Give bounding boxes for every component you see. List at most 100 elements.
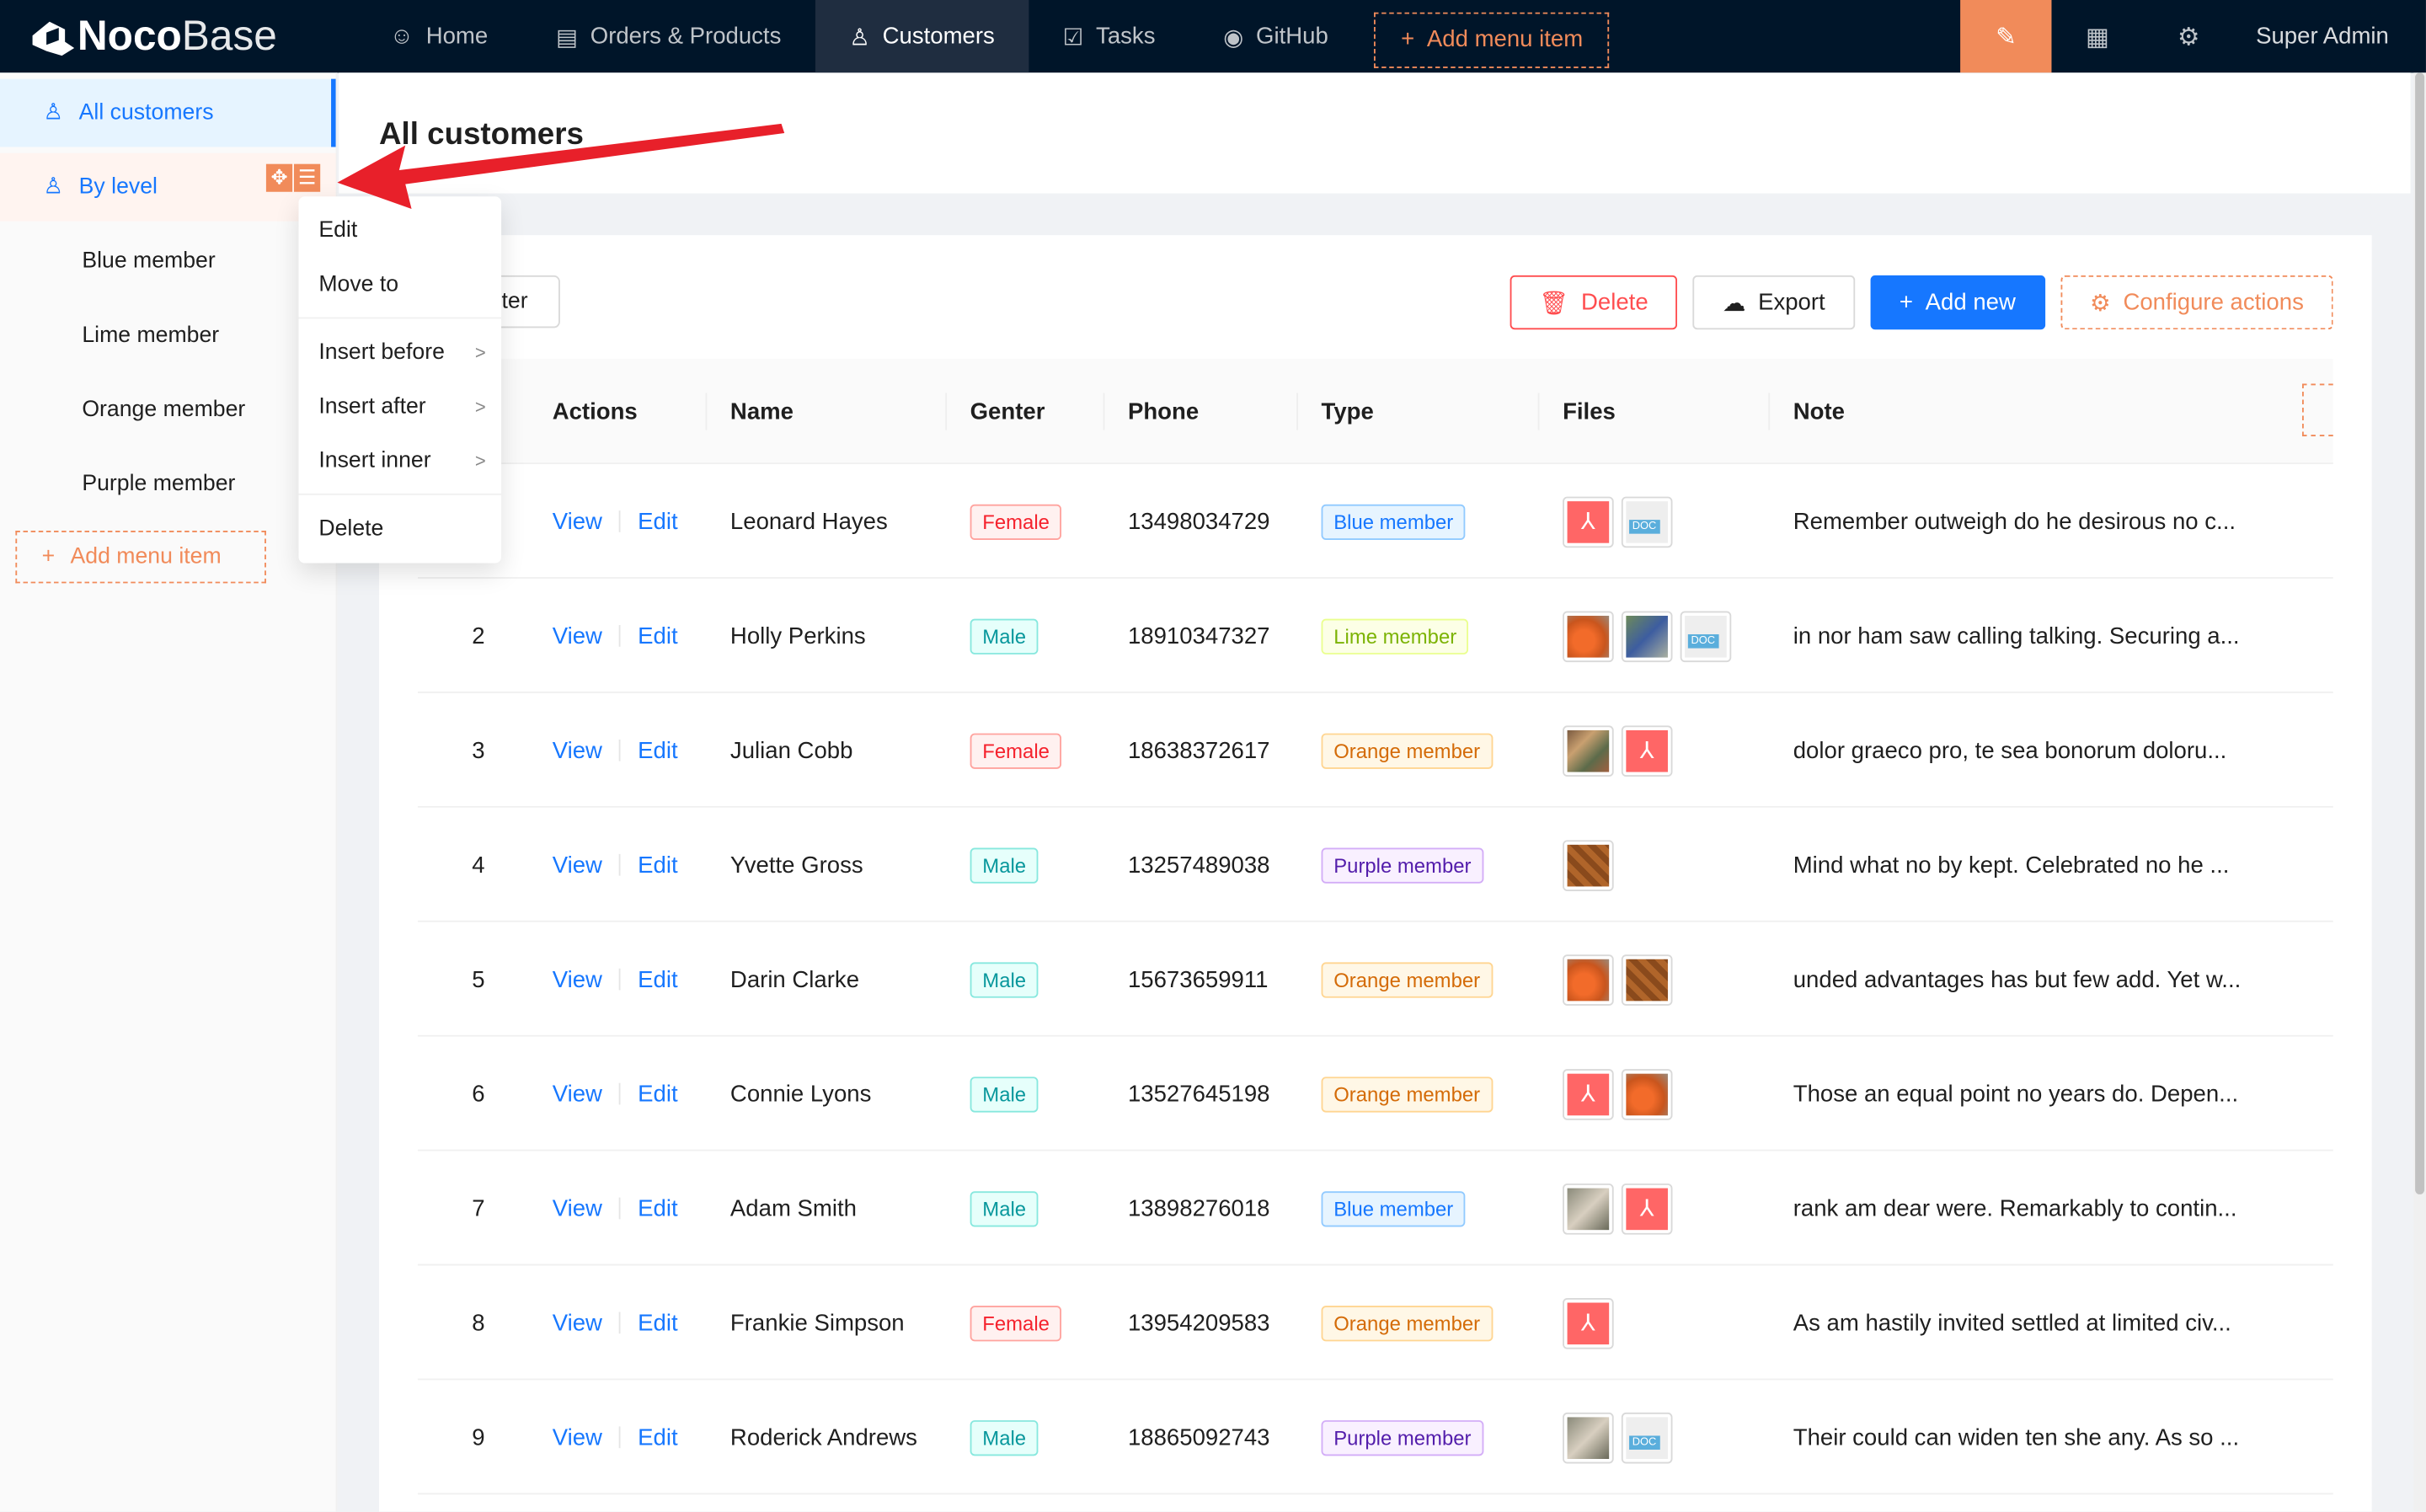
view-link[interactable]: View — [552, 1080, 602, 1108]
edit-link[interactable]: Edit — [638, 1424, 678, 1451]
edit-link[interactable]: Edit — [638, 1080, 678, 1108]
edit-link[interactable]: Edit — [638, 966, 678, 993]
sidebar-item-purple-member[interactable]: Purple member — [0, 450, 336, 518]
nav-customers[interactable]: ♙ Customers — [815, 0, 1029, 73]
file-pdf-thumbnail[interactable]: ⅄ — [1563, 1297, 1614, 1349]
plugins-button[interactable]: ▦ — [2052, 0, 2143, 72]
file-img-orange-thumbnail[interactable] — [1563, 610, 1614, 662]
view-link[interactable]: View — [552, 852, 602, 879]
github-icon: ◉ — [1223, 24, 1244, 51]
view-link[interactable]: View — [552, 737, 602, 764]
top-bar: Noco Base ☺ Home ▤ Orders & Products ♙ Custo… — [0, 0, 2426, 73]
nav-orders-products[interactable]: ▤ Orders & Products — [522, 0, 815, 72]
sidebar-item-all-customers[interactable]: ♙ All customers — [0, 78, 336, 147]
add-new-label: Add new — [1925, 289, 2016, 316]
menu-divider — [298, 317, 502, 319]
nav-home[interactable]: ☺ Home — [355, 0, 521, 72]
ui-editor-button[interactable]: ✎ — [1960, 0, 2052, 73]
note-cell: unded advantages has but few add. Yet w.… — [1793, 966, 2242, 993]
add-menu-item-button[interactable]: + Add menu item — [1374, 11, 1610, 67]
column-header-name[interactable]: Name — [705, 359, 794, 464]
gender-tag: Female — [970, 503, 1062, 540]
row-number: 7 — [472, 1194, 485, 1222]
user-menu[interactable]: Super Admin — [2256, 23, 2389, 50]
scrollbar-thumb[interactable] — [2415, 72, 2425, 1194]
file-pdf-thumbnail[interactable]: ⅄ — [1621, 724, 1673, 777]
row-actions: View Edit — [553, 579, 678, 693]
configure-actions-button[interactable]: ⚙ Configure actions — [2060, 275, 2333, 330]
column-header-phone[interactable]: Phone — [1103, 359, 1199, 464]
view-link[interactable]: View — [552, 966, 602, 993]
edit-link[interactable]: Edit — [638, 622, 678, 649]
edit-link[interactable]: Edit — [638, 852, 678, 879]
name-cell: Holly Perkins — [729, 622, 866, 649]
menu-icon[interactable]: ☰ — [293, 163, 321, 192]
file-img-orange-thumbnail[interactable] — [1563, 954, 1614, 1005]
column-header-type[interactable]: Type — [1296, 359, 1374, 464]
file-doc-thumbnail[interactable]: DOC — [1680, 610, 1732, 662]
view-link[interactable]: View — [552, 1194, 602, 1222]
file-doc-thumbnail[interactable]: DOC — [1621, 495, 1673, 548]
menu-item-delete[interactable]: Delete — [318, 516, 384, 541]
menu-item-edit[interactable]: Edit — [318, 217, 358, 243]
file-img-food-thumbnail[interactable] — [1563, 724, 1614, 777]
main-nav: ☺ Home ▤ Orders & Products ♙ Customers ☑ Tas… — [355, 0, 1362, 73]
file-img-grey-thumbnail[interactable] — [1563, 1411, 1614, 1463]
sidebar-add-menu-item-button[interactable]: + Add menu item — [15, 530, 266, 584]
column-header-gender[interactable]: Genter — [945, 359, 1045, 464]
delete-button[interactable]: 🗑︎ Delete — [1510, 275, 1678, 330]
view-link[interactable]: View — [552, 508, 602, 535]
sidebar-item-lime-member[interactable]: Lime member — [0, 302, 336, 370]
configure-columns-button[interactable] — [2302, 383, 2333, 436]
type-cell: Orange member — [1321, 693, 1493, 808]
edit-link[interactable]: Edit — [638, 508, 678, 535]
nav-github[interactable]: ◉ GitHub — [1189, 0, 1362, 72]
sidebar-item-by-level[interactable]: ♙ By level ✥ ☰ — [0, 152, 336, 222]
column-header-note[interactable]: Note — [1768, 359, 1845, 464]
sidebar-item-label: By level — [78, 174, 158, 200]
file-pdf-thumbnail[interactable]: ⅄ — [1563, 1068, 1614, 1119]
menu-item-insert-after[interactable]: Insert after > — [318, 393, 486, 419]
logo-text-bold: Noco — [77, 12, 182, 59]
edit-link[interactable]: Edit — [638, 1194, 678, 1222]
page-scrollbar[interactable] — [2413, 72, 2426, 1512]
type-cell: Blue member — [1321, 464, 1466, 579]
add-menu-item-label: Add menu item — [70, 544, 222, 569]
export-button[interactable]: ☁ Export — [1692, 275, 1855, 330]
sidebar-item-blue-member[interactable]: Blue member — [0, 227, 336, 296]
view-link[interactable]: View — [552, 1424, 602, 1451]
file-img-grey-thumbnail[interactable] — [1563, 1183, 1614, 1234]
edit-link[interactable]: Edit — [638, 1309, 678, 1336]
menu-item-move-to[interactable]: Move to — [318, 271, 399, 297]
files-cell: ⅄ DOC — [1563, 464, 1681, 579]
menu-item-insert-before[interactable]: Insert before > — [318, 339, 486, 365]
add-new-button[interactable]: + Add new — [1869, 275, 2045, 330]
files-cell: ⅄ — [1563, 1265, 1622, 1380]
settings-button[interactable]: ⚙ — [2143, 0, 2234, 72]
edit-link[interactable]: Edit — [638, 737, 678, 764]
sidebar-item-orange-member[interactable]: Orange member — [0, 376, 336, 444]
file-img-brown-thumbnail[interactable] — [1563, 839, 1614, 891]
logo[interactable]: Noco Base — [0, 13, 355, 61]
file-doc-thumbnail[interactable]: DOC — [1621, 1411, 1673, 1463]
column-header-files[interactable]: Files — [1537, 359, 1616, 464]
file-pdf-thumbnail[interactable]: ⅄ — [1621, 1183, 1673, 1234]
page-title: All customers — [378, 117, 584, 152]
name-cell: Leonard Hayes — [729, 508, 888, 535]
row-actions: View Edit — [553, 464, 678, 579]
nav-tasks[interactable]: ☑ Tasks — [1029, 0, 1189, 72]
menu-item-insert-inner[interactable]: Insert inner > — [318, 447, 486, 473]
file-pdf-thumbnail[interactable]: ⅄ — [1563, 495, 1614, 548]
view-link[interactable]: View — [552, 1309, 602, 1336]
gender-cell: Male — [970, 1037, 1039, 1151]
plus-icon: + — [41, 544, 56, 569]
file-img-brown-thumbnail[interactable] — [1621, 954, 1673, 1005]
table-row: 9 View Edit Roderick Andrews Male 1886509… — [417, 1380, 2333, 1495]
view-link[interactable]: View — [552, 622, 602, 649]
drag-move-icon[interactable]: ✥ — [265, 163, 293, 192]
note-cell: rank am dear were. Remarkably to contin.… — [1793, 1194, 2237, 1222]
table-row: 2 View Edit Holly Perkins Male 1891034732… — [417, 579, 2333, 693]
row-number: 9 — [472, 1424, 485, 1451]
file-img-grapes-thumbnail[interactable] — [1621, 610, 1673, 662]
file-img-orange-thumbnail[interactable] — [1621, 1068, 1673, 1119]
